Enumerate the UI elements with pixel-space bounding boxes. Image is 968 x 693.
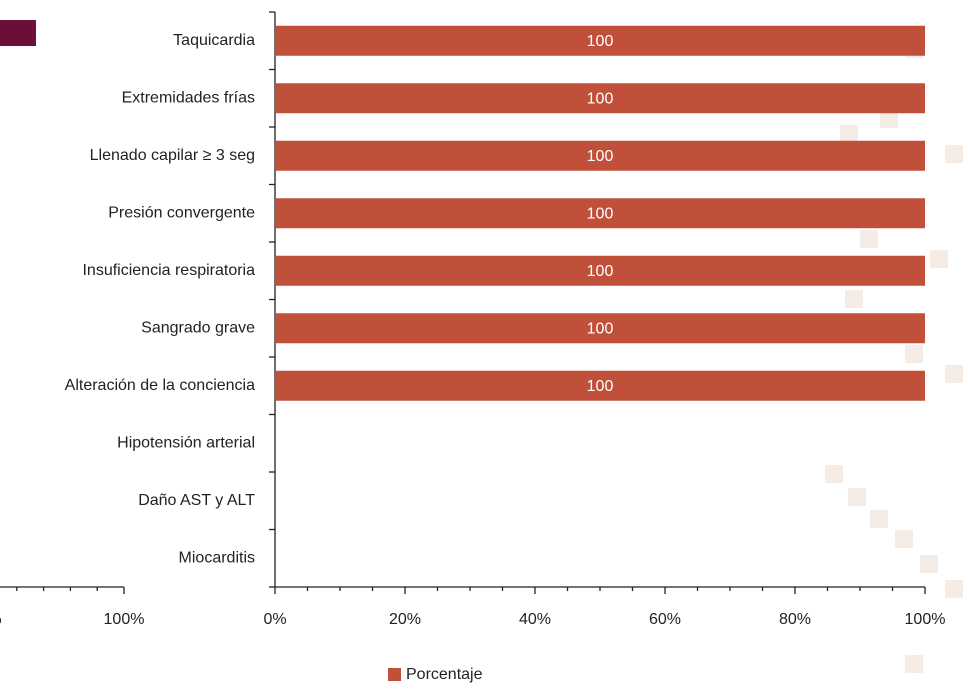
y-tick-label: Daño AST y ALT bbox=[138, 492, 255, 509]
x-tick-label: 0% bbox=[0, 611, 2, 628]
bar bbox=[275, 370, 925, 401]
x-tick-label: 60% bbox=[649, 611, 681, 628]
y-tick-label: Sangrado grave bbox=[141, 319, 255, 336]
legend-label: Porcentaje bbox=[406, 666, 483, 683]
x-tick-label: 20% bbox=[389, 611, 421, 628]
data-label: 100 bbox=[587, 263, 614, 280]
data-label: 100 bbox=[587, 148, 614, 165]
legend-swatch-fragment bbox=[0, 20, 36, 46]
bar bbox=[275, 25, 925, 56]
data-label: 100 bbox=[587, 378, 614, 395]
x-tick-label: 0% bbox=[263, 611, 286, 628]
y-tick-label: Presión convergente bbox=[108, 204, 255, 221]
x-tick-label: 100% bbox=[104, 611, 145, 628]
bar bbox=[275, 313, 925, 344]
bar bbox=[275, 198, 925, 229]
x-tick-label: 100% bbox=[905, 611, 946, 628]
y-tick-label: Taquicardia bbox=[173, 32, 255, 49]
bar bbox=[275, 140, 925, 171]
data-label: 100 bbox=[587, 90, 614, 107]
data-label: 100 bbox=[587, 33, 614, 50]
bar bbox=[275, 255, 925, 286]
x-tick-label: 40% bbox=[519, 611, 551, 628]
background-decoration bbox=[825, 40, 963, 673]
bar bbox=[275, 83, 925, 114]
y-tick-label: Hipotensión arterial bbox=[117, 434, 255, 451]
y-tick-label: Miocarditis bbox=[179, 549, 255, 566]
legend-swatch bbox=[388, 668, 401, 681]
data-label: 100 bbox=[587, 320, 614, 337]
data-label: 100 bbox=[587, 205, 614, 222]
y-tick-label: Llenado capilar ≥ 3 seg bbox=[90, 147, 255, 164]
y-tick-label: Extremidades frías bbox=[122, 89, 255, 106]
y-tick-label: Alteración de la conciencia bbox=[65, 377, 255, 394]
y-tick-label: Insuficiencia respiratoria bbox=[82, 262, 255, 279]
x-tick-label: 80% bbox=[779, 611, 811, 628]
